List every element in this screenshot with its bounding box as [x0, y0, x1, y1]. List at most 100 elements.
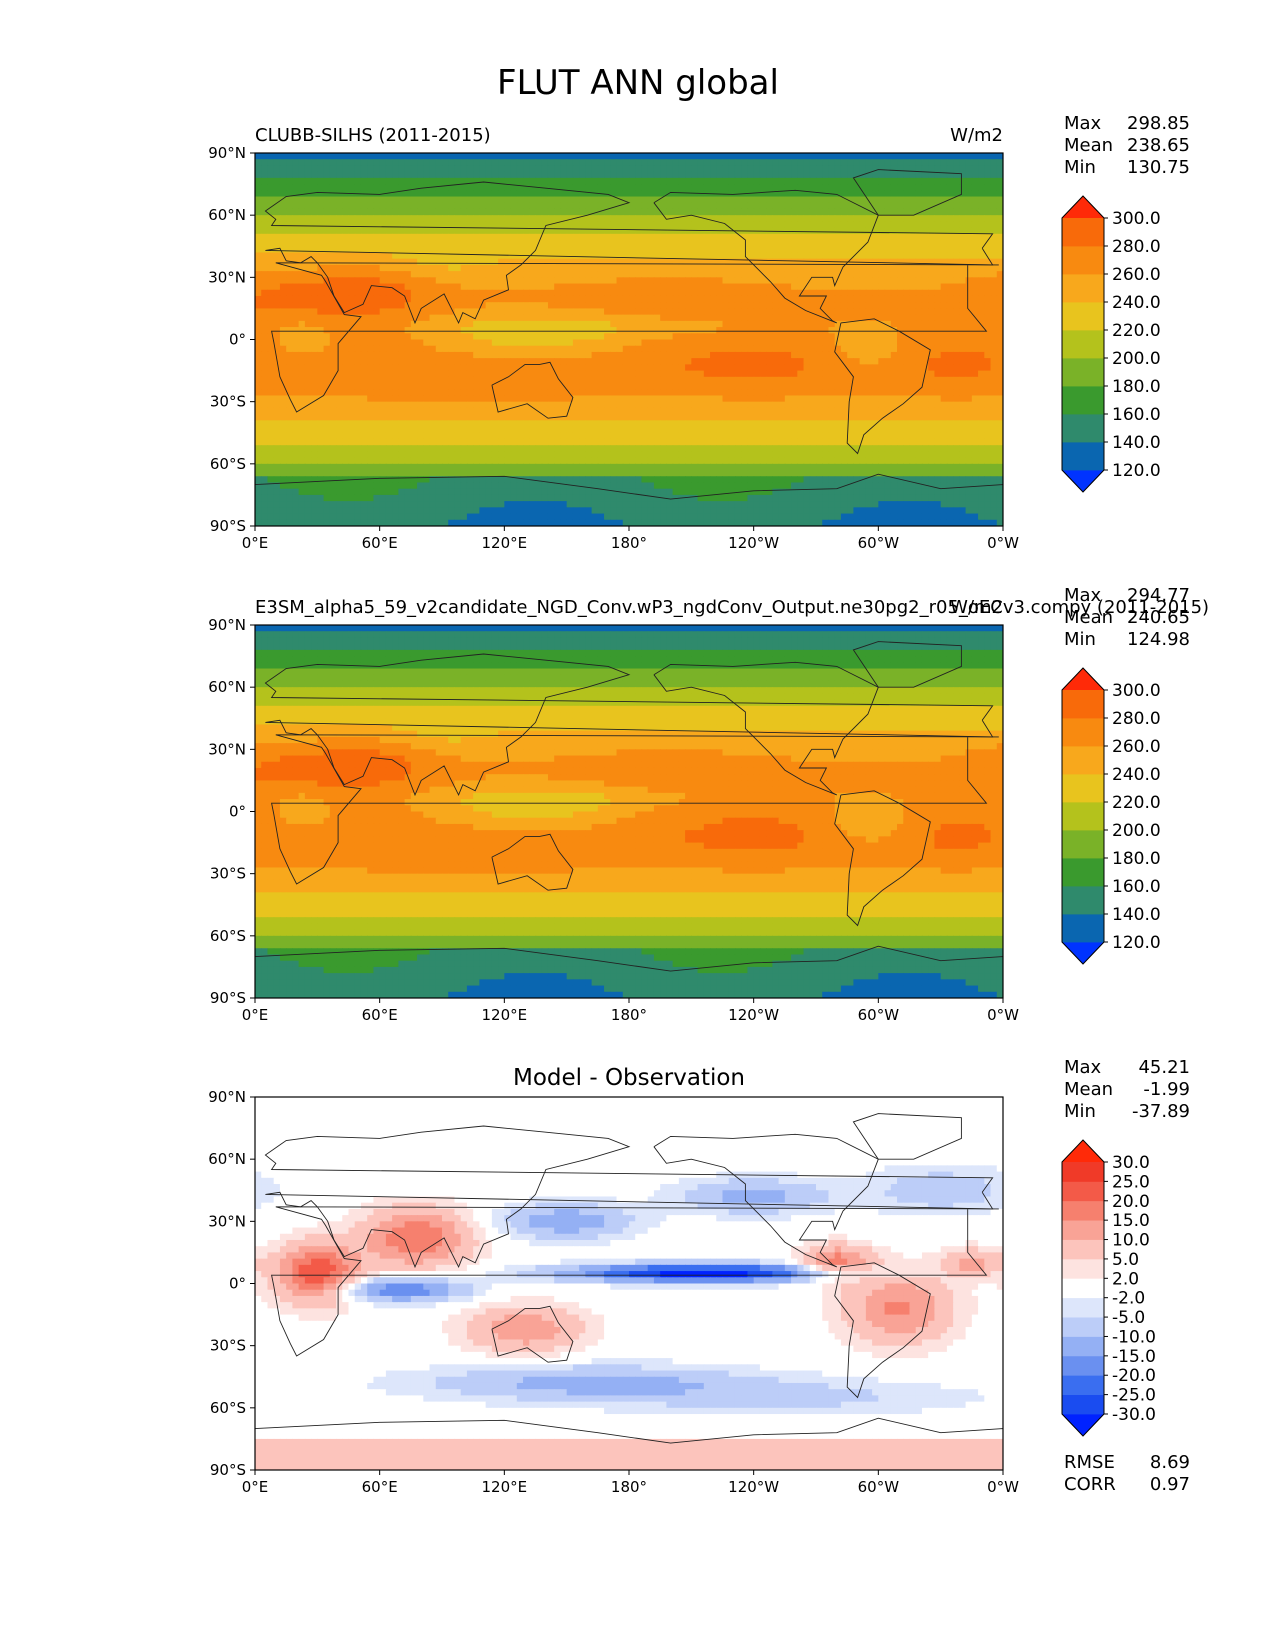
colorbar-label: 140.0 — [1112, 905, 1161, 925]
coastline-path — [255, 1417, 1003, 1470]
lat-tick-label: 30°S — [210, 393, 246, 411]
colorbar-segment — [1062, 1375, 1104, 1396]
colorbar-label: -10.0 — [1112, 1327, 1156, 1347]
colorbar-label: -2.0 — [1112, 1289, 1145, 1309]
coastline-path — [264, 181, 994, 325]
colorbar-label: 300.0 — [1112, 209, 1161, 229]
colorbar-label: 140.0 — [1112, 433, 1161, 453]
lon-tick-label: 120°W — [728, 534, 779, 552]
coastline-path — [653, 661, 879, 796]
rmse-value: 8.69 — [1150, 1452, 1190, 1473]
contour-field — [255, 1097, 1003, 1470]
lat-tick-label: 0° — [229, 803, 246, 821]
colorbar-segment — [1062, 1181, 1104, 1202]
colorbar-label: 30.0 — [1112, 1153, 1150, 1173]
colorbar-extend-top — [1062, 668, 1104, 690]
colorbar-label: 280.0 — [1112, 237, 1161, 257]
stat-label-min: Min — [1064, 629, 1096, 650]
lon-tick-label: 180° — [611, 1006, 647, 1024]
lat-tick-label: 30°N — [208, 268, 246, 286]
colorbar-label: 20.0 — [1112, 1192, 1150, 1212]
colorbar-label: 280.0 — [1112, 709, 1161, 729]
colorbar-label: 240.0 — [1112, 293, 1161, 313]
lon-tick-label: 0°W — [987, 1478, 1019, 1496]
colorbar-segment — [1062, 1200, 1104, 1221]
panel-3: 90°N 60°N 30°N 0° 30°S 60°S 90°S0°E 60°E 120°E 18… — [208, 1057, 1190, 1496]
lat-tick-label: 60°S — [210, 1399, 246, 1417]
coastline-path — [264, 653, 994, 797]
contour-field — [255, 153, 1003, 526]
rmse-label: RMSE — [1064, 1452, 1115, 1473]
colorbar-segment — [1062, 886, 1104, 915]
stat-value-min: 124.98 — [1127, 629, 1190, 650]
colorbar-segment — [1062, 1258, 1104, 1279]
coastline-path — [834, 790, 931, 927]
coastline-path — [653, 189, 879, 324]
colorbar-segment — [1062, 690, 1104, 719]
lat-tick-label: 0° — [229, 331, 246, 349]
lat-tick-label: 90°N — [208, 1088, 246, 1106]
colorbar-label: 25.0 — [1112, 1172, 1150, 1192]
lat-tick-label: 90°S — [210, 517, 246, 535]
colorbar-label: 240.0 — [1112, 765, 1161, 785]
colorbar-segment — [1062, 442, 1104, 471]
colorbar-extend-bottom — [1062, 942, 1104, 964]
coastline-path — [653, 1133, 879, 1268]
panel-1: 90°N 60°N 30°N 0° 30°S 60°S 90°S0°E 60°E 120°E 18… — [208, 113, 1190, 552]
colorbar-label: -20.0 — [1112, 1366, 1156, 1386]
coastline-path — [491, 1305, 574, 1363]
colorbar-segment — [1062, 1239, 1104, 1260]
lon-tick-label: 120°E — [482, 1478, 528, 1496]
lon-tick-label: 180° — [611, 1478, 647, 1496]
stat-value-min: 130.75 — [1127, 157, 1190, 178]
colorbar-segment — [1062, 1317, 1104, 1337]
corr-label: CORR — [1064, 1474, 1116, 1495]
stat-value-max: 294.77 — [1127, 585, 1190, 606]
coastline-path — [255, 473, 1003, 526]
coastlines — [255, 169, 1003, 526]
colorbar-segment — [1062, 386, 1104, 415]
coastline-path — [852, 169, 962, 216]
colorbar: -30.0-25.0-20.0-15.0-10.0-5.0-2.02.05.01… — [1061, 1139, 1156, 1437]
colorbar-label: -5.0 — [1112, 1308, 1145, 1328]
stat-value-max: 45.21 — [1138, 1057, 1190, 1078]
colorbar-segment — [1062, 1162, 1104, 1182]
stat-label-min: Min — [1064, 157, 1096, 178]
colorbar-segment — [1062, 746, 1104, 775]
lon-tick-label: 60°W — [858, 1006, 900, 1024]
coastline-path — [491, 361, 574, 419]
colorbar-segment — [1062, 274, 1104, 303]
lat-tick-label: 0° — [229, 1275, 246, 1293]
lat-tick-label: 60°N — [208, 1150, 246, 1168]
coastline-path — [271, 734, 999, 885]
lat-tick-label: 60°N — [208, 206, 246, 224]
lon-tick-label: 120°W — [728, 1006, 779, 1024]
stat-value-min: -37.89 — [1132, 1101, 1190, 1122]
coastlines — [255, 641, 1003, 998]
coastline-path — [852, 641, 962, 688]
lon-tick-label: 0°E — [242, 1006, 269, 1024]
panel-title-left: E3SM_alpha5_59_v2candidate_NGD_Conv.wP3_… — [255, 597, 1209, 618]
colorbar: 120.0 140.0 160.0 180.0 200.0 220.0 240.0 260.0… — [1061, 667, 1161, 965]
colorbar-label: 120.0 — [1112, 461, 1161, 481]
colorbar-segment — [1062, 718, 1104, 747]
lon-tick-label: 120°W — [728, 1478, 779, 1496]
panel-title-left: CLUBB-SILHS (2011-2015) — [255, 125, 491, 146]
lon-tick-label: 0°E — [242, 534, 269, 552]
panel-2: 90°N 60°N 30°N 0° 30°S 60°S 90°S0°E 60°E 120°E 18… — [208, 585, 1209, 1024]
colorbar-extend-bottom — [1062, 1414, 1104, 1436]
colorbar-segment — [1062, 1297, 1104, 1318]
colorbar-label: 200.0 — [1112, 821, 1161, 841]
stat-value-mean: 238.65 — [1127, 135, 1190, 156]
stat-value-max: 298.85 — [1127, 113, 1190, 134]
stat-label-max: Max — [1064, 113, 1102, 134]
colorbar-segment — [1062, 1278, 1104, 1299]
stat-value-mean: 240.65 — [1127, 607, 1190, 628]
colorbar-label: 5.0 — [1112, 1250, 1139, 1270]
lat-tick-label: 90°N — [208, 616, 246, 634]
colorbar-segment — [1062, 302, 1104, 331]
lat-tick-label: 90°S — [210, 1461, 246, 1479]
colorbar-label: 15.0 — [1112, 1211, 1150, 1231]
colorbar-segment — [1062, 414, 1104, 443]
colorbar-extend-top — [1062, 196, 1104, 218]
